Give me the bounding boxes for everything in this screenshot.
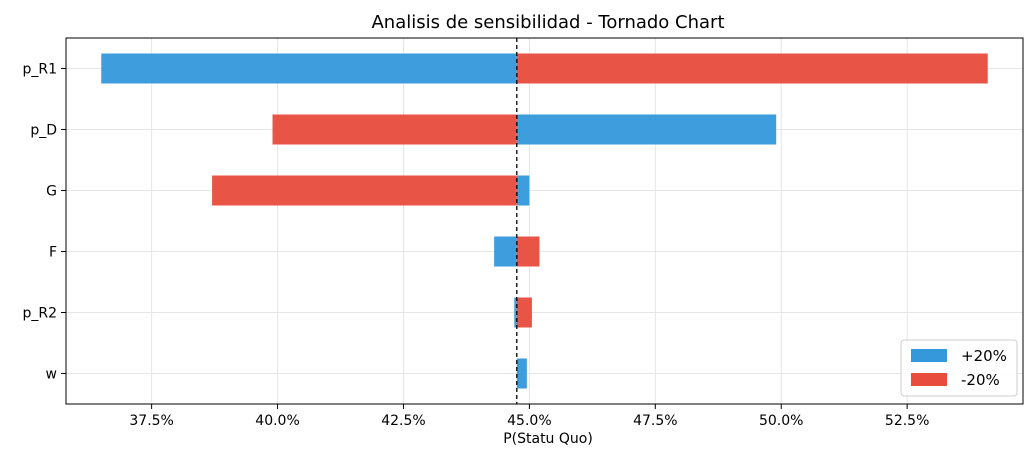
x-tick-label: 52.5% bbox=[885, 413, 929, 429]
y-tick-label: p_R1 bbox=[22, 62, 57, 78]
plot-frame bbox=[66, 38, 1023, 404]
y-tick-label: w bbox=[46, 367, 57, 383]
x-axis-ticks: 37.5% 40.0% 42.5% 45.0% 47.5% 50.0% 52.5% bbox=[129, 404, 929, 429]
bar-p_R2-minus bbox=[517, 298, 532, 328]
y-tick-label: p_D bbox=[30, 123, 57, 139]
bar-F-minus bbox=[517, 237, 540, 267]
legend-label: +20% bbox=[961, 347, 1007, 365]
bar-p_D-minus bbox=[273, 115, 517, 145]
x-tick-label: 50.0% bbox=[759, 413, 803, 429]
x-axis-label: P(Statu Quo) bbox=[503, 431, 593, 447]
bar-F-plus bbox=[494, 237, 517, 267]
legend-swatch bbox=[911, 349, 947, 362]
x-tick-label: 37.5% bbox=[129, 413, 173, 429]
bars bbox=[101, 54, 987, 389]
y-axis-ticks: p_R1 p_D G Fp_R2w bbox=[22, 62, 66, 383]
y-tick-label: F bbox=[49, 245, 57, 261]
chart-title: Analisis de sensibilidad - Tornado Chart bbox=[371, 12, 724, 33]
x-tick-label: 40.0% bbox=[255, 413, 299, 429]
y-tick-label: p_R2 bbox=[22, 306, 57, 322]
grid bbox=[66, 38, 1023, 404]
bar-p_R1-minus bbox=[517, 54, 988, 84]
bar-p_R1-plus bbox=[101, 54, 517, 84]
legend: +20% -20% bbox=[901, 340, 1017, 396]
x-tick-label: 47.5% bbox=[633, 413, 677, 429]
bar-w-plus bbox=[517, 359, 527, 389]
x-tick-label: 45.0% bbox=[507, 413, 551, 429]
legend-label: -20% bbox=[961, 371, 1000, 389]
x-tick-label: 42.5% bbox=[381, 413, 425, 429]
bar-G-minus bbox=[212, 176, 517, 206]
y-tick-label: G bbox=[46, 184, 57, 200]
bar-p_D-plus bbox=[517, 115, 776, 145]
legend-swatch bbox=[911, 373, 947, 386]
bar-G-plus bbox=[517, 176, 530, 206]
